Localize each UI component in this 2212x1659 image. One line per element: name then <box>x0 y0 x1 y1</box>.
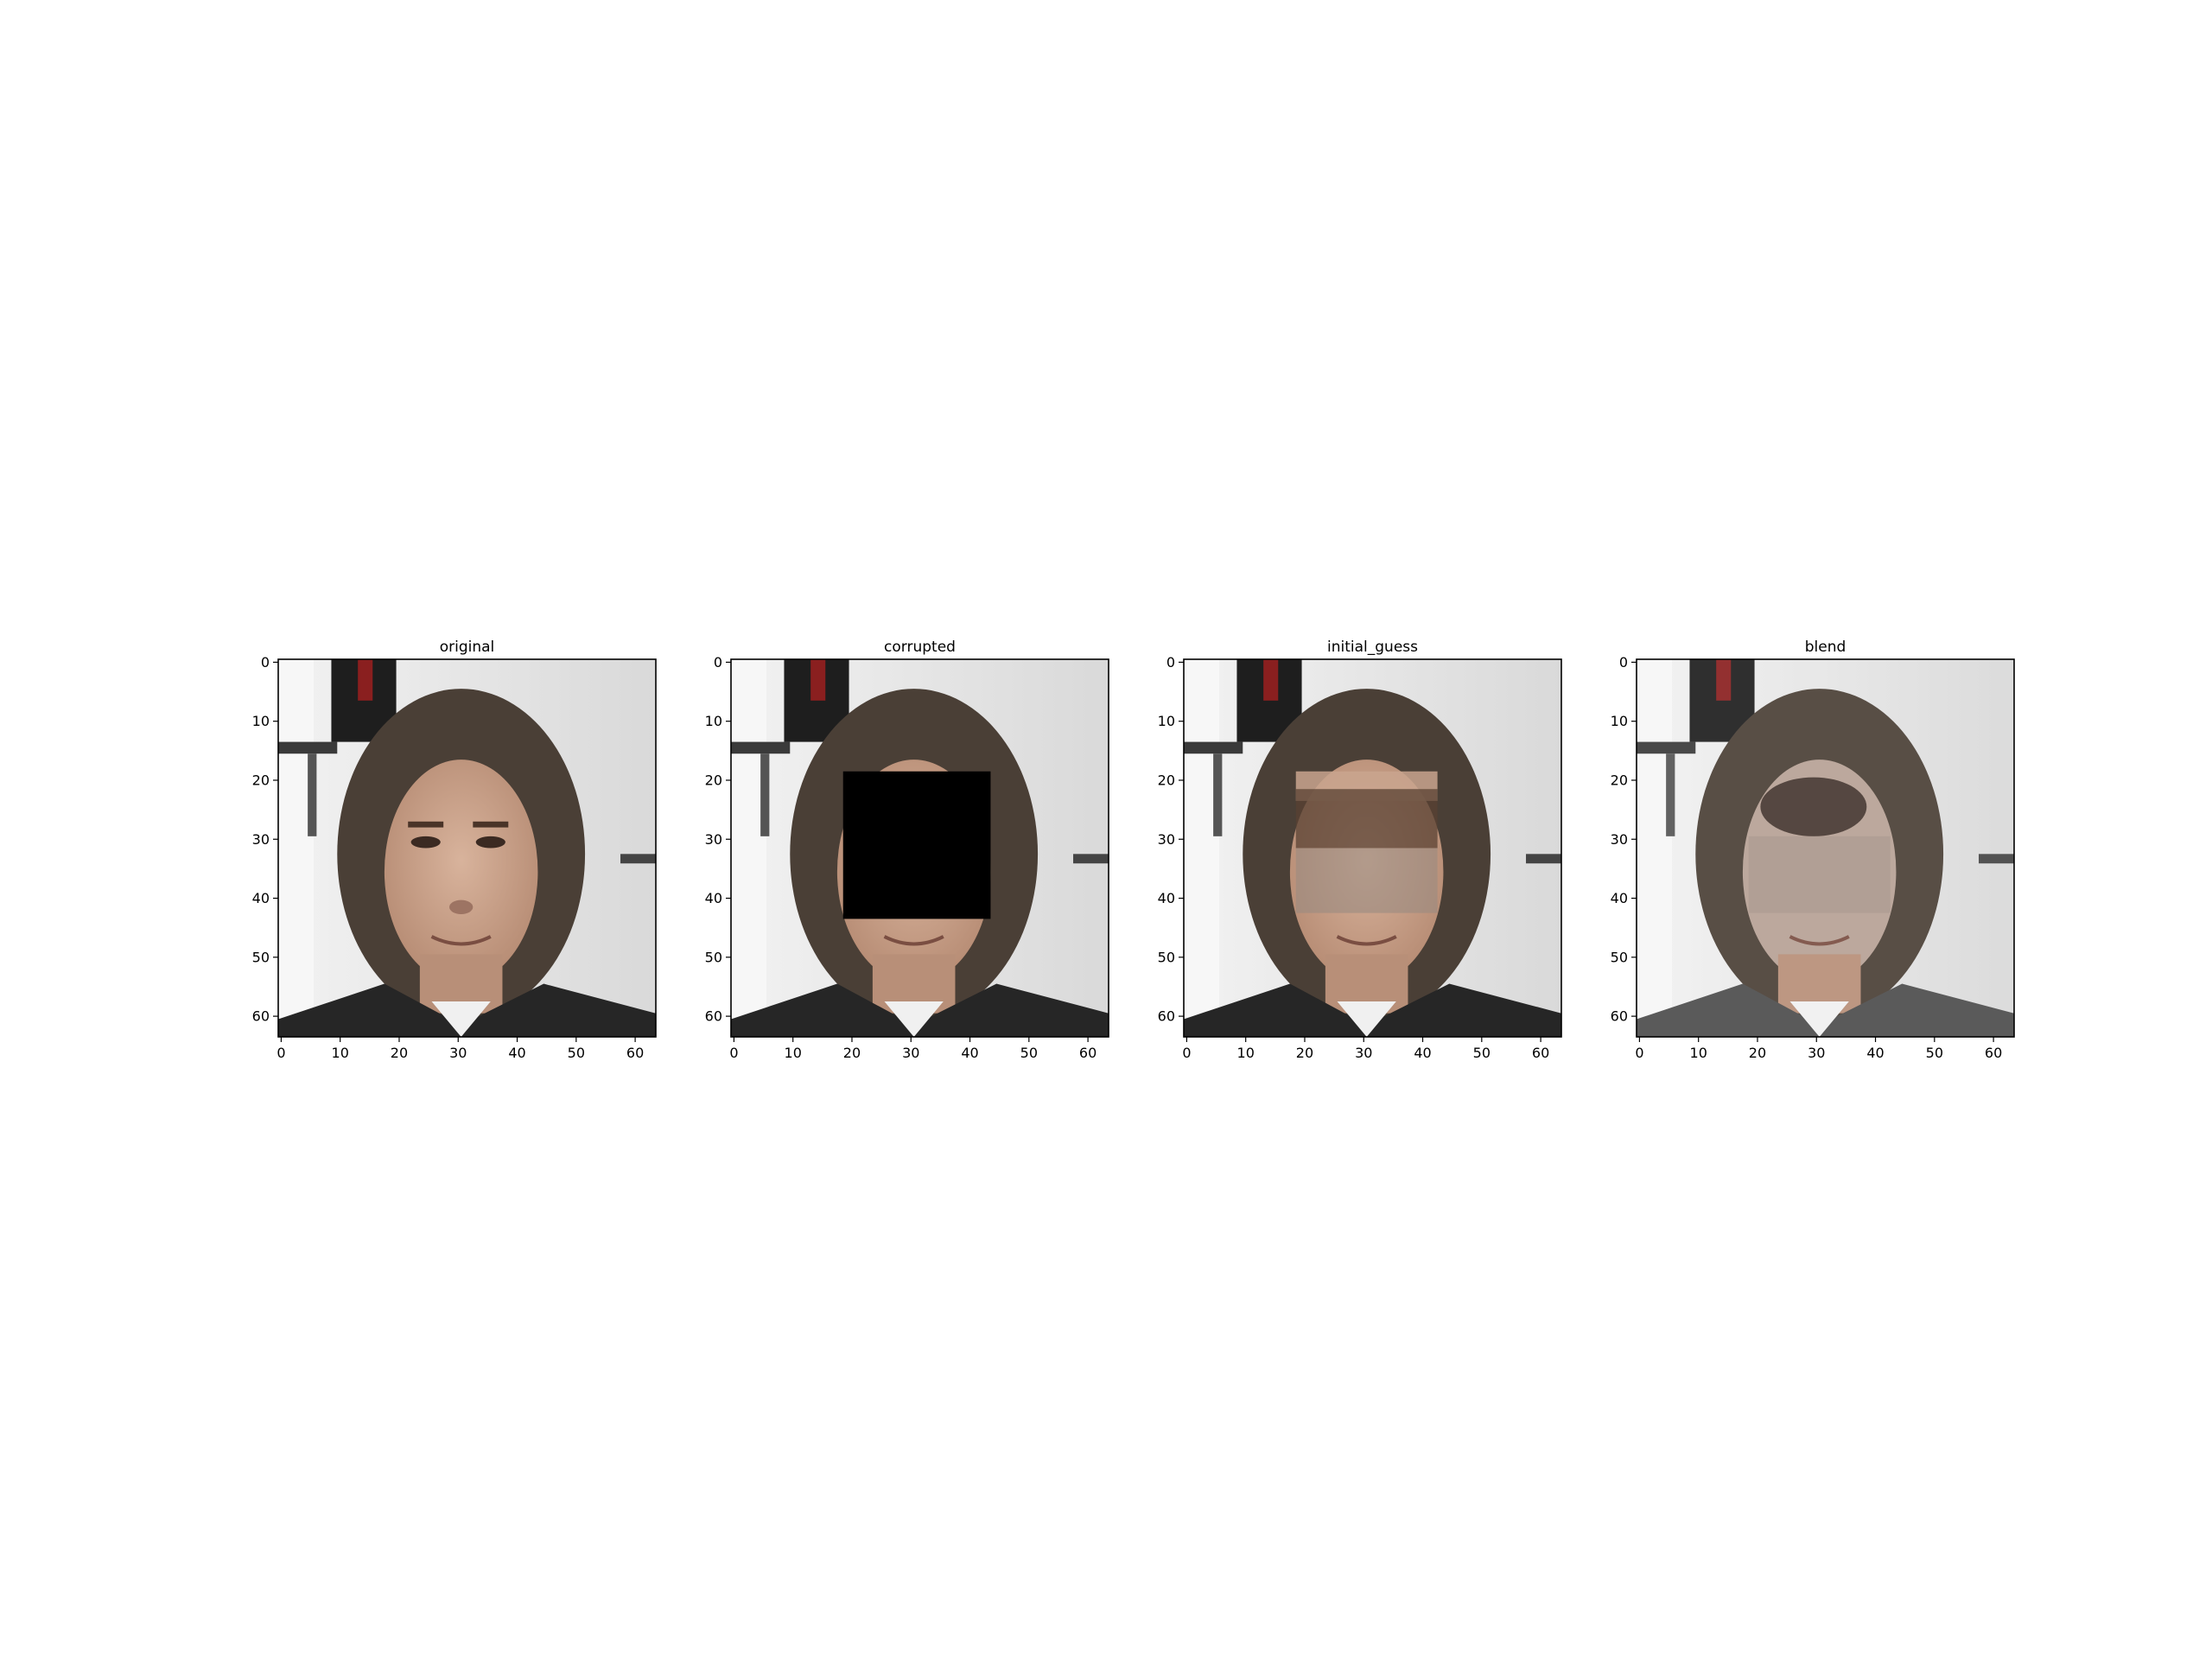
y-tick-label: 0 <box>1166 654 1175 671</box>
y-tick-label: 40 <box>252 890 270 906</box>
x-tick-label: 30 <box>449 1045 467 1061</box>
x-tick-label: 60 <box>626 1045 644 1061</box>
x-tick-label: 50 <box>1020 1045 1038 1061</box>
panel-title: blend <box>1805 639 1847 656</box>
x-tick-label: 0 <box>729 1045 738 1061</box>
x-tick-label: 30 <box>1808 1045 1825 1061</box>
y-tick-label: 30 <box>1158 831 1175 848</box>
panel-title: initial_guess <box>1327 639 1418 656</box>
y-tick-label: 40 <box>705 890 722 906</box>
x-tick-label: 40 <box>1866 1045 1884 1061</box>
panel-blend: blend 0 10 20 30 40 50 60 0 10 20 30 40 50 60 <box>1611 639 2015 1061</box>
y-tick-label: 40 <box>1158 890 1175 906</box>
x-tick-label: 20 <box>843 1045 861 1061</box>
x-tick-label: 10 <box>785 1045 802 1061</box>
y-tick-label: 50 <box>705 949 722 965</box>
photo-original <box>278 659 656 1037</box>
photo-initial-guess <box>1184 659 1561 1037</box>
x-tick-label: 10 <box>332 1045 349 1061</box>
y-tick-label: 50 <box>1611 949 1628 965</box>
x-tick-label: 0 <box>1182 1045 1191 1061</box>
x-tick-label: 0 <box>276 1045 285 1061</box>
x-tick-label: 30 <box>1355 1045 1372 1061</box>
axes-frame <box>1183 658 1562 1038</box>
y-tick-label: 0 <box>714 654 722 671</box>
y-tick-label: 20 <box>1158 772 1175 788</box>
panel-title: corrupted <box>884 639 956 656</box>
x-tick-label: 10 <box>1690 1045 1707 1061</box>
x-tick-label: 60 <box>1079 1045 1096 1061</box>
panel-original: original 0 10 20 30 40 50 60 0 10 20 30 40 50 60 <box>252 639 657 1061</box>
y-tick-label: 20 <box>252 772 270 788</box>
axes-frame <box>730 658 1109 1038</box>
x-tick-label: 20 <box>1296 1045 1313 1061</box>
panel-title: original <box>440 639 495 656</box>
axes-frame <box>1636 658 2015 1038</box>
x-tick-label: 40 <box>508 1045 525 1061</box>
y-tick-label: 20 <box>1611 772 1628 788</box>
y-tick-label: 0 <box>1619 654 1628 671</box>
y-tick-label: 60 <box>252 1008 270 1025</box>
photo-corrupted <box>731 659 1109 1037</box>
x-tick-label: 50 <box>568 1045 585 1061</box>
y-tick-label: 40 <box>1611 890 1628 906</box>
x-tick-label: 60 <box>1532 1045 1549 1061</box>
y-tick-label: 10 <box>252 713 270 729</box>
y-tick-label: 50 <box>1158 949 1175 965</box>
y-tick-label: 30 <box>252 831 270 848</box>
y-tick-label: 60 <box>705 1008 722 1025</box>
y-tick-label: 60 <box>1158 1008 1175 1025</box>
x-tick-label: 0 <box>1635 1045 1643 1061</box>
x-tick-label: 50 <box>1473 1045 1491 1061</box>
x-tick-label: 30 <box>902 1045 919 1061</box>
x-tick-label: 20 <box>391 1045 408 1061</box>
x-tick-label: 20 <box>1749 1045 1766 1061</box>
y-tick-label: 60 <box>1611 1008 1628 1025</box>
y-tick-label: 50 <box>252 949 270 965</box>
photo-blend <box>1637 659 2014 1037</box>
y-tick-label: 10 <box>1611 713 1628 729</box>
y-tick-label: 10 <box>705 713 722 729</box>
y-tick-label: 20 <box>705 772 722 788</box>
y-tick-label: 30 <box>1611 831 1628 848</box>
axes-frame <box>277 658 657 1038</box>
x-tick-label: 40 <box>1414 1045 1431 1061</box>
x-tick-label: 60 <box>1985 1045 2002 1061</box>
y-tick-label: 30 <box>705 831 722 848</box>
x-tick-label: 50 <box>1926 1045 1943 1061</box>
y-tick-label: 10 <box>1158 713 1175 729</box>
x-tick-label: 10 <box>1237 1045 1255 1061</box>
mask-block <box>842 771 991 919</box>
panel-corrupted: corrupted 0 10 20 30 40 50 60 0 10 20 30 40 50 60 <box>705 639 1109 1061</box>
x-tick-label: 40 <box>961 1045 978 1061</box>
y-tick-label: 0 <box>261 654 270 671</box>
panel-initial-guess: initial_guess 0 10 20 30 40 50 60 0 10 20 30 40 50 60 <box>1158 639 1562 1061</box>
